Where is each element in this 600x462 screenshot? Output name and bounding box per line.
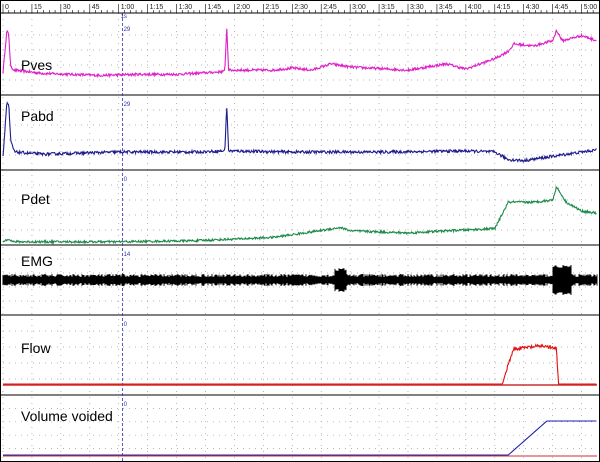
channel-label-emg: EMG [21, 253, 53, 269]
channel-label-pdet: Pdet [21, 191, 50, 207]
panel-scale-mark: 29 [124, 102, 131, 108]
tick-label: 1:15 [150, 4, 164, 11]
channel-label-flow: Flow [21, 340, 51, 356]
tick-label: 30 [63, 4, 71, 11]
tick-label: 3:45 [439, 4, 453, 11]
cursor-marker: 1s 29 29 0 14 0 0 [121, 13, 131, 462]
cursor-label: 1s [121, 14, 127, 20]
time-axis: 0 15 30 45 1:00 1:15 1:30 1:45 2:00 2:15 2:30 2:45 3… [0, 4, 600, 14]
tick-label: 1:45 [208, 4, 222, 11]
emg-trace [2, 265, 598, 295]
tick-label: 5:00 [584, 4, 598, 11]
tick-label: 4:30 [526, 4, 540, 11]
tick-label: 2:15 [265, 4, 279, 11]
panel-scale-mark: 0 [124, 322, 128, 328]
tick-label: 4:45 [555, 4, 569, 11]
panel-scale-mark: 0 [124, 177, 128, 183]
tick-label: 4:15 [497, 4, 511, 11]
pves-trace [2, 28, 597, 79]
panel-scale-mark: 0 [124, 402, 128, 408]
tick-label: 3:00 [352, 4, 366, 11]
panel-scale-mark: 29 [124, 27, 131, 33]
panel-scale-mark: 14 [124, 252, 131, 258]
tick-label: 45 [92, 4, 100, 11]
tick-label: 3:15 [381, 4, 395, 11]
tick-label: 2:30 [294, 4, 308, 11]
tick-label: 15 [34, 4, 42, 11]
pabd-trace [2, 101, 597, 164]
trace-layer [2, 28, 598, 457]
tick-label: 0 [5, 4, 9, 11]
tick-label: 4:00 [468, 4, 482, 11]
tick-label: 1:00 [121, 4, 135, 11]
flow-trace [3, 343, 597, 385]
tick-label: 3:30 [410, 4, 424, 11]
channel-label-pves: Pves [21, 57, 52, 73]
tick-label: 2:45 [323, 4, 337, 11]
channel-label-vol: Volume voided [21, 408, 113, 424]
tick-label: 1:30 [179, 4, 193, 11]
channel-label-pabd: Pabd [21, 108, 54, 124]
pdet-trace [2, 185, 597, 245]
vol-trace [3, 420, 597, 456]
tick-label: 2:00 [236, 4, 250, 11]
channel-labels: Pves Pabd Pdet EMG Flow Volume voided [21, 57, 113, 424]
